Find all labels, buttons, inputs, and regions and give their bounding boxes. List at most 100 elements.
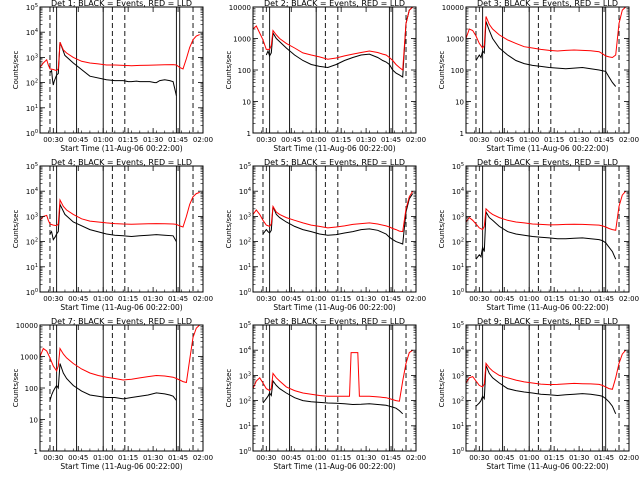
x-tick-label: 01:30 <box>569 136 589 144</box>
events-series-line <box>49 42 177 96</box>
x-tick-label: 01:45 <box>594 454 614 462</box>
y-tick-label: 100 <box>452 447 464 456</box>
y-tick-label: 105 <box>452 162 464 171</box>
y-axis-label: Counts/sec <box>438 210 446 249</box>
x-tick-label: 01:15 <box>118 295 138 303</box>
x-axis-label: Start Time (11-Aug-06 00:22:00) <box>486 462 608 471</box>
x-tick-label: 01:30 <box>356 295 376 303</box>
detector-panel: Det 1; BLACK = Events, RED = LLD 100 101 10… <box>12 0 213 153</box>
x-tick-label: 00:30 <box>256 136 276 144</box>
x-tick-label: 01:00 <box>519 454 539 462</box>
x-tick-label: 00:30 <box>43 295 63 303</box>
events-series-line <box>49 202 177 242</box>
x-tick-label: 00:30 <box>256 295 276 303</box>
y-tick-label: 10 <box>242 99 251 107</box>
x-axis-label: Start Time (11-Aug-06 00:22:00) <box>486 303 608 312</box>
panel-title: Det 8; BLACK = Events, RED = LLD <box>264 317 405 326</box>
y-tick-label: 1 <box>247 130 251 138</box>
plot-frame <box>39 165 204 293</box>
events-series-line <box>475 21 617 87</box>
y-axis-label: Counts/sec <box>225 51 233 90</box>
y-tick-label: 10 <box>29 417 38 425</box>
y-tick-label: 10000 <box>16 322 38 330</box>
detector-panel: Det 8; BLACK = Events, RED = LLD 100 101 10… <box>225 317 426 471</box>
y-tick-label: 1000 <box>446 36 464 44</box>
detector-panel: Det 2; BLACK = Events, RED = LLD 1 10 100 10… <box>225 0 426 153</box>
detector-panel: Det 4; BLACK = Events, RED = LLD 100 101 10… <box>12 158 213 312</box>
x-tick-label: 00:45 <box>281 136 301 144</box>
y-tick-label: 103 <box>452 212 464 221</box>
x-tick-label: 00:30 <box>43 454 63 462</box>
plot-frame <box>39 6 204 134</box>
x-tick-label: 01:00 <box>519 136 539 144</box>
y-tick-label: 1 <box>34 448 38 456</box>
y-axis-label: Counts/sec <box>12 210 20 249</box>
panel-title: Det 5; BLACK = Events, RED = LLD <box>264 158 405 167</box>
x-tick-label: 01:30 <box>143 136 163 144</box>
y-tick-label: 102 <box>452 238 464 247</box>
y-tick-label: 100 <box>26 129 38 138</box>
lld-series-line <box>465 6 627 59</box>
x-tick-label: 01:15 <box>331 454 351 462</box>
y-tick-label: 100 <box>26 288 38 297</box>
x-tick-label: 01:15 <box>331 136 351 144</box>
y-tick-label: 100 <box>452 288 464 297</box>
x-tick-label: 01:00 <box>93 295 113 303</box>
lld-series-line <box>39 324 201 384</box>
y-axis-label: Counts/sec <box>438 369 446 408</box>
x-axis-label: Start Time (11-Aug-06 00:22:00) <box>60 303 182 312</box>
plot-frame <box>252 324 417 452</box>
lld-series-line <box>252 190 414 233</box>
x-tick-label: 01:30 <box>356 454 376 462</box>
x-tick-label: 01:45 <box>381 454 401 462</box>
y-axis-label: Counts/sec <box>225 210 233 249</box>
y-tick-label: 1000 <box>233 36 251 44</box>
x-tick-label: 02:00 <box>193 136 213 144</box>
x-tick-label: 01:15 <box>544 454 564 462</box>
y-tick-label: 10 <box>455 99 464 107</box>
x-tick-label: 02:00 <box>406 454 426 462</box>
y-axis-label: Counts/sec <box>438 51 446 90</box>
panel-title: Det 4; BLACK = Events, RED = LLD <box>51 158 192 167</box>
x-tick-label: 01:00 <box>306 136 326 144</box>
events-series-line <box>265 6 414 78</box>
y-tick-label: 101 <box>452 422 464 431</box>
x-tick-label: 02:00 <box>193 295 213 303</box>
x-tick-label: 01:45 <box>381 295 401 303</box>
lld-series-line <box>39 34 200 72</box>
detector-panel: Det 5; BLACK = Events, RED = LLD 100 101 10… <box>225 158 426 312</box>
y-tick-label: 105 <box>26 3 38 12</box>
y-axis-label: Counts/sec <box>225 369 233 408</box>
x-tick-label: 01:45 <box>168 454 188 462</box>
y-tick-label: 104 <box>26 28 38 37</box>
panel-title: Det 7; BLACK = Events, RED = LLD <box>51 317 192 326</box>
y-tick-label: 104 <box>452 187 464 196</box>
x-tick-label: 00:45 <box>494 454 514 462</box>
y-tick-label: 105 <box>239 162 251 171</box>
y-tick-label: 101 <box>452 263 464 272</box>
plot-frame <box>465 165 630 293</box>
y-tick-label: 10000 <box>229 4 251 12</box>
x-tick-label: 01:30 <box>143 295 163 303</box>
x-tick-label: 01:00 <box>306 454 326 462</box>
x-tick-label: 02:00 <box>406 136 426 144</box>
x-tick-label: 01:45 <box>594 136 614 144</box>
events-series-line <box>475 210 617 260</box>
x-tick-label: 00:30 <box>469 454 489 462</box>
plot-frame <box>252 6 417 134</box>
y-tick-label: 100 <box>451 67 464 75</box>
x-tick-label: 00:45 <box>68 136 88 144</box>
x-tick-label: 01:30 <box>143 454 163 462</box>
x-tick-label: 02:00 <box>193 454 213 462</box>
x-tick-label: 00:45 <box>494 295 514 303</box>
y-tick-label: 1 <box>460 130 464 138</box>
x-tick-label: 01:00 <box>93 454 113 462</box>
y-tick-label: 100 <box>25 385 38 393</box>
x-tick-label: 01:30 <box>356 136 376 144</box>
y-tick-label: 101 <box>26 104 38 113</box>
y-tick-label: 1000 <box>20 354 38 362</box>
lld-series-line <box>465 190 627 231</box>
y-tick-label: 102 <box>26 79 38 88</box>
x-axis-label: Start Time (11-Aug-06 00:22:00) <box>273 303 395 312</box>
